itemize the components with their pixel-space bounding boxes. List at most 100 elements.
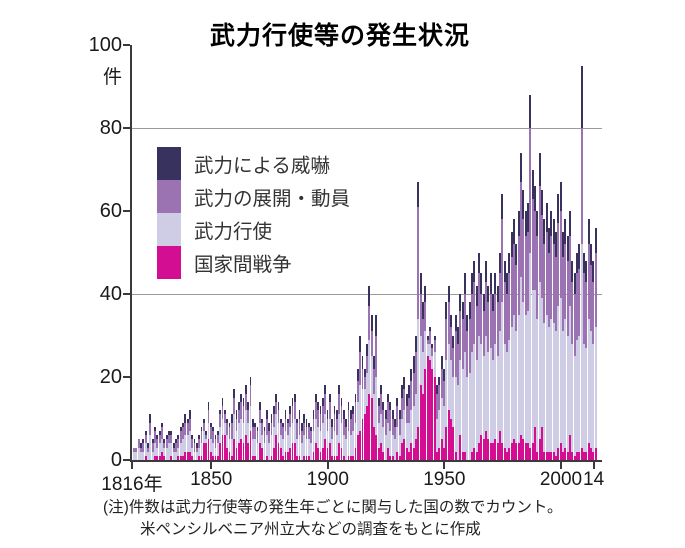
bar-segment [550,451,553,460]
bar-segment [571,343,574,452]
bar-segment [391,455,394,460]
bar-segment [578,451,581,460]
legend-item: 国家間戦争 [157,246,350,279]
bar-segment [583,273,585,344]
bar-segment [412,372,415,407]
bar-segment [291,397,294,407]
bar-segment [235,430,238,448]
bar-segment [212,443,215,456]
bar-segment [268,443,271,460]
bar-segment [277,410,280,423]
bar-segment [193,439,196,444]
bar-segment [326,418,329,431]
bar-segment [585,260,588,282]
bar-segment [230,439,233,456]
bar-segment [506,294,508,353]
bar-segment [492,294,494,311]
bar-segment [198,447,201,456]
bar-segment [585,347,588,452]
bar-segment [300,422,303,431]
bar-segment [401,385,404,398]
bar-segment [144,455,147,460]
bar-segment [216,435,219,444]
bar-segment [219,426,222,444]
bar-segment [193,451,196,460]
bar-segment [466,314,469,332]
bar-segment [576,252,578,274]
bar-segment [163,447,166,456]
bar-segment [207,439,210,460]
bar-segment [270,455,273,460]
bar-segment [510,256,513,328]
bar-segment [186,418,189,423]
bar-segment [522,219,525,303]
bar-segment [517,211,520,236]
bar-segment [375,377,378,436]
bar-segment [263,443,266,460]
x-tick-label-2014: 14 [583,469,605,490]
bar-segment [247,422,250,444]
bar-segment [275,414,278,436]
bar-segment [557,223,560,307]
bar-segment [347,455,350,460]
bar-segment [494,294,497,344]
bar-segment [573,455,576,460]
bar-segment [338,393,341,415]
bar-segment [149,414,152,423]
bar-segment [510,327,513,444]
bar-segment [438,377,441,386]
y-tick-label-80: 80 [99,117,122,139]
bar-segment [405,422,408,448]
bar-segment [249,430,252,460]
bar-segment [552,244,555,324]
bar-segment [471,451,473,460]
bar-segment [410,381,413,411]
bar-segment [254,422,257,427]
bar-segment [356,381,359,402]
bar-segment [254,439,257,456]
bar-segment [447,410,450,460]
bar-segment [328,401,331,419]
bar-segment [284,418,287,431]
bar-segment [506,273,508,294]
bar-segment [426,343,429,357]
bar-segment [305,455,308,460]
bar-segment [156,455,159,460]
bar-segment [293,418,296,444]
bar-segment [543,244,546,324]
legend-item: 武力による威嚇 [157,147,350,180]
bar-segment [146,443,149,448]
bar-segment [321,447,324,460]
y-tick-label-0: 0 [110,449,122,471]
bar-segment [457,327,459,344]
bar-segment [170,430,173,436]
bar-segment [524,235,527,315]
bar-segment [359,352,362,386]
bar-segment [473,343,476,448]
bar-segment [305,418,308,427]
legend-swatch [157,147,181,180]
bar-segment [258,401,261,411]
bar-segment [261,418,264,423]
bar-segment [363,389,366,415]
bar-segment [464,294,466,353]
bar-segment [174,443,177,452]
bar-segment [251,455,254,460]
bar-segment [587,443,590,460]
bar-segment [177,439,180,448]
bar-segment [538,281,541,440]
bar-segment [571,451,574,460]
bar-segment [403,377,406,390]
bar-segment [270,414,273,423]
bar-segment [188,418,191,431]
bar-segment [496,302,499,357]
bar-segment [335,410,338,419]
bar-segment [233,414,236,440]
bar-segment [286,451,289,460]
y-tick-label-60: 60 [99,200,122,222]
bar-segment [534,211,536,290]
bar-segment [380,393,383,415]
legend: 武力による威嚇 武力の展開・動員 武力行使 国家間戦争 [157,147,350,279]
bar-segment [524,314,527,444]
x-tick-mark-1900 [326,462,329,469]
